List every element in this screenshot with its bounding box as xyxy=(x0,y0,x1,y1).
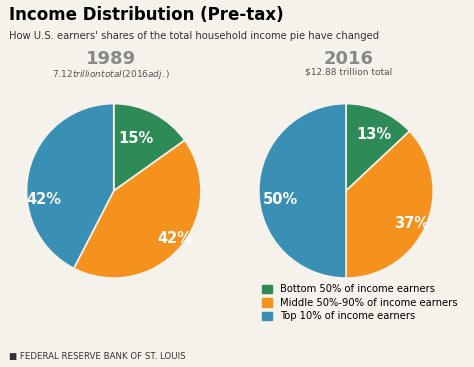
Text: 2016: 2016 xyxy=(323,50,374,68)
Wedge shape xyxy=(259,103,346,278)
Text: 13%: 13% xyxy=(357,127,392,142)
Text: 50%: 50% xyxy=(263,192,298,207)
Wedge shape xyxy=(346,103,410,191)
Text: 1989: 1989 xyxy=(86,50,137,68)
Text: 42%: 42% xyxy=(157,231,192,246)
Wedge shape xyxy=(346,131,433,278)
Text: $12.88 trillion total: $12.88 trillion total xyxy=(305,68,392,77)
Text: ■ FEDERAL RESERVE BANK OF ST. LOUIS: ■ FEDERAL RESERVE BANK OF ST. LOUIS xyxy=(9,352,186,361)
Legend: Bottom 50% of income earners, Middle 50%-90% of income earners, Top 10% of incom: Bottom 50% of income earners, Middle 50%… xyxy=(258,280,462,325)
Text: $7.12 trillion total (2016 adj. $): $7.12 trillion total (2016 adj. $) xyxy=(52,68,171,81)
Wedge shape xyxy=(114,103,185,191)
Text: 37%: 37% xyxy=(394,216,429,231)
Text: 15%: 15% xyxy=(118,131,153,146)
Text: Income Distribution (Pre-tax): Income Distribution (Pre-tax) xyxy=(9,6,284,23)
Text: 42%: 42% xyxy=(27,192,62,207)
Text: How U.S. earners' shares of the total household income pie have changed: How U.S. earners' shares of the total ho… xyxy=(9,31,380,41)
Wedge shape xyxy=(74,140,201,278)
Wedge shape xyxy=(27,103,114,268)
